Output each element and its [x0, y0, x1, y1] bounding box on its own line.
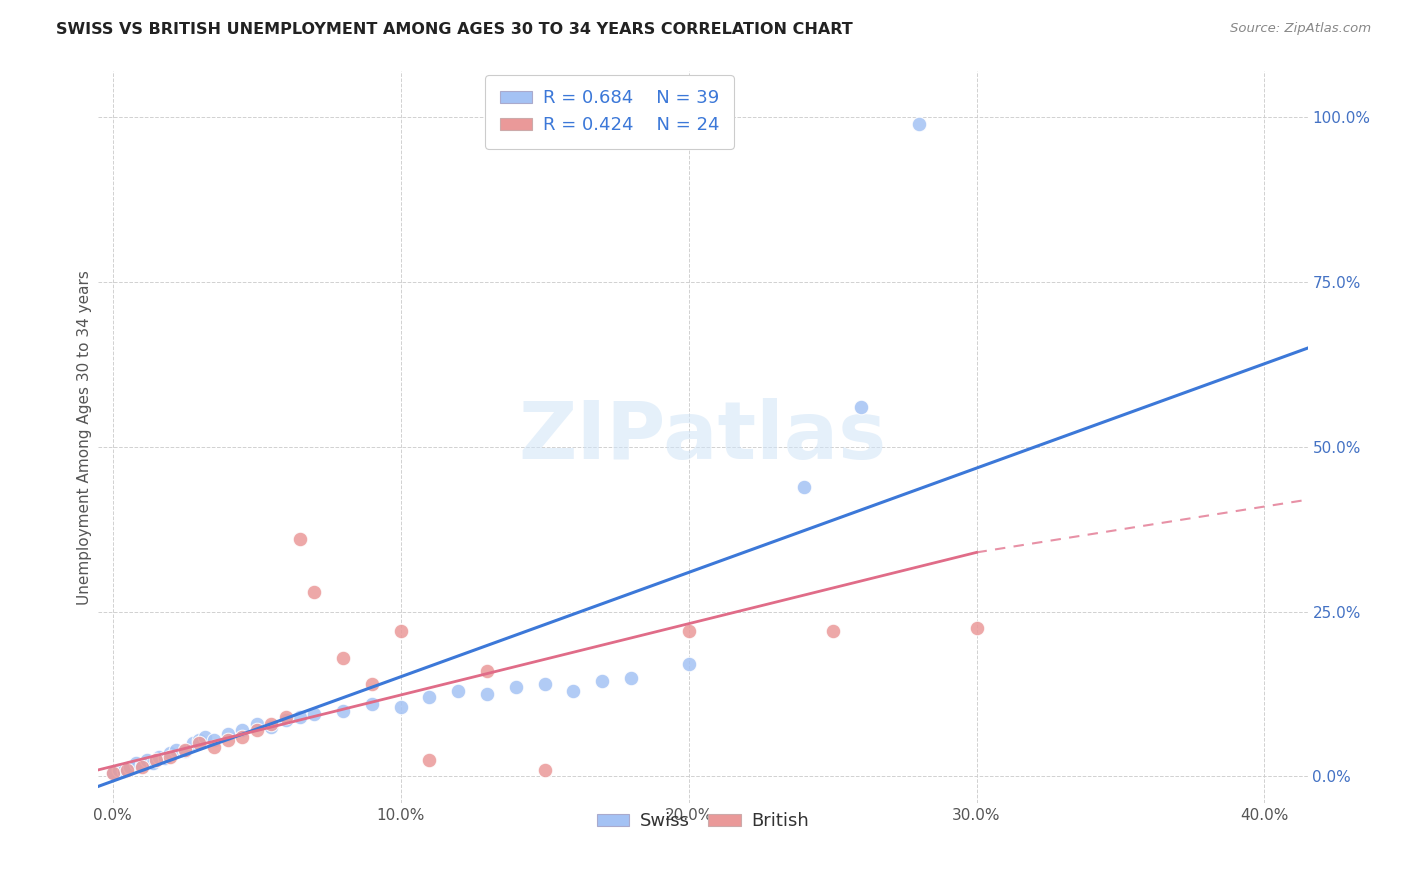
Legend: Swiss, British: Swiss, British — [589, 805, 817, 838]
Point — [620, 671, 643, 685]
Point — [274, 710, 297, 724]
Point — [260, 720, 283, 734]
Point — [159, 747, 181, 761]
Point — [591, 673, 613, 688]
Point — [142, 756, 165, 771]
Text: Source: ZipAtlas.com: Source: ZipAtlas.com — [1230, 22, 1371, 36]
Point — [194, 730, 217, 744]
Point — [533, 677, 555, 691]
Text: ZIPatlas: ZIPatlas — [519, 398, 887, 476]
Point — [120, 759, 142, 773]
Point — [159, 749, 181, 764]
Point — [304, 706, 326, 721]
Point — [112, 764, 135, 779]
Point — [418, 690, 440, 705]
Point — [389, 700, 412, 714]
Point — [475, 687, 498, 701]
Point — [288, 710, 311, 724]
Point — [231, 730, 253, 744]
Point — [202, 733, 225, 747]
Point — [505, 681, 527, 695]
Point — [260, 716, 283, 731]
Point — [851, 401, 873, 415]
Point — [274, 714, 297, 728]
Point — [288, 533, 311, 547]
Point — [908, 117, 931, 131]
Point — [332, 650, 354, 665]
Point — [145, 753, 167, 767]
Point — [332, 704, 354, 718]
Point — [966, 621, 988, 635]
Point — [173, 743, 195, 757]
Point — [131, 759, 153, 773]
Y-axis label: Unemployment Among Ages 30 to 34 years: Unemployment Among Ages 30 to 34 years — [77, 269, 91, 605]
Point — [188, 737, 211, 751]
Point — [246, 716, 269, 731]
Point — [361, 697, 384, 711]
Point — [389, 624, 412, 639]
Point — [821, 624, 844, 639]
Point — [188, 733, 211, 747]
Point — [217, 726, 239, 740]
Point — [447, 683, 470, 698]
Point — [136, 753, 159, 767]
Point — [153, 751, 176, 765]
Point — [217, 733, 239, 747]
Text: SWISS VS BRITISH UNEMPLOYMENT AMONG AGES 30 TO 34 YEARS CORRELATION CHART: SWISS VS BRITISH UNEMPLOYMENT AMONG AGES… — [56, 22, 853, 37]
Point — [101, 766, 124, 780]
Point — [115, 763, 138, 777]
Point — [361, 677, 384, 691]
Point — [562, 683, 585, 698]
Point — [165, 743, 187, 757]
Point — [678, 657, 700, 672]
Point — [678, 624, 700, 639]
Point — [418, 753, 440, 767]
Point — [533, 763, 555, 777]
Point — [125, 756, 148, 771]
Point — [107, 763, 129, 777]
Point — [304, 585, 326, 599]
Point — [173, 744, 195, 758]
Point — [246, 723, 269, 738]
Point — [148, 749, 170, 764]
Point — [183, 737, 205, 751]
Point — [231, 723, 253, 738]
Point — [793, 479, 815, 493]
Point — [475, 664, 498, 678]
Point — [202, 739, 225, 754]
Point — [101, 766, 124, 780]
Point — [131, 757, 153, 772]
